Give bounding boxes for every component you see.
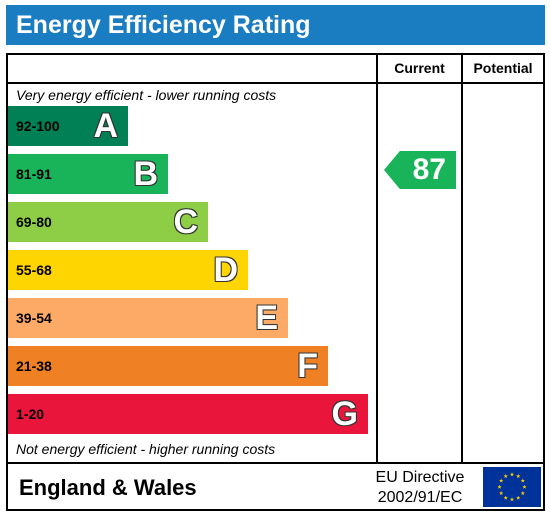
current-rating-arrow: 87 bbox=[384, 151, 456, 189]
band-range: 21-38 bbox=[16, 358, 52, 374]
eu-star-icon bbox=[503, 473, 508, 478]
band-letter: C bbox=[173, 203, 198, 241]
eu-star-icon bbox=[509, 472, 515, 477]
potential-column-header: Potential bbox=[473, 60, 533, 76]
eu-star-icon bbox=[509, 497, 515, 502]
header-title: Energy Efficiency Rating bbox=[6, 5, 545, 45]
band-b: 81-91 B bbox=[8, 154, 168, 194]
eu-star-icon bbox=[520, 478, 525, 483]
region-label: England & Wales bbox=[19, 475, 197, 500]
band-f: 21-38 F bbox=[8, 346, 328, 386]
directive-line-1: EU Directive bbox=[375, 469, 465, 486]
eu-star-icon bbox=[516, 495, 521, 500]
eu-star-icon bbox=[503, 495, 508, 500]
band-letter: F bbox=[297, 347, 318, 385]
eu-star-icon bbox=[522, 484, 527, 489]
bottom-note: Not energy efficient - higher running co… bbox=[16, 441, 276, 457]
band-range: 69-80 bbox=[16, 214, 52, 230]
header-row-divider bbox=[6, 82, 545, 84]
band-e: 39-54 E bbox=[8, 298, 288, 338]
eu-star-icon bbox=[499, 478, 504, 483]
band-c: 69-80 C bbox=[8, 202, 208, 242]
band-range: 55-68 bbox=[16, 262, 52, 278]
band-a: 92-100 A bbox=[8, 106, 128, 146]
footer-divider bbox=[6, 462, 545, 464]
eu-star-icon bbox=[520, 491, 525, 496]
band-d: 55-68 D bbox=[8, 250, 248, 290]
eu-star-icon bbox=[497, 484, 502, 489]
current-rating-value: 87 bbox=[412, 153, 446, 186]
current-column-header: Current bbox=[394, 60, 445, 76]
band-range: 92-100 bbox=[16, 118, 60, 134]
rating-frame bbox=[6, 53, 545, 511]
band-range: 39-54 bbox=[16, 310, 52, 326]
top-note: Very energy efficient - lower running co… bbox=[16, 87, 277, 103]
eu-star-icon bbox=[499, 491, 504, 496]
band-letter: A bbox=[93, 107, 118, 145]
band-letter: E bbox=[255, 299, 278, 337]
band-letter: G bbox=[331, 395, 358, 433]
band-letter: B bbox=[133, 155, 158, 193]
potential-column-divider bbox=[461, 53, 463, 463]
eu-directive: EU Directive 2002/91/EC bbox=[364, 468, 476, 508]
band-letter: D bbox=[213, 251, 238, 289]
current-column-divider bbox=[376, 53, 378, 463]
directive-line-2: 2002/91/EC bbox=[377, 489, 463, 506]
band-g: 1-20 G bbox=[8, 394, 368, 434]
eu-flag-icon bbox=[483, 467, 541, 507]
band-range: 1-20 bbox=[16, 406, 45, 422]
eu-star-icon bbox=[516, 473, 521, 478]
band-range: 81-91 bbox=[16, 166, 52, 182]
